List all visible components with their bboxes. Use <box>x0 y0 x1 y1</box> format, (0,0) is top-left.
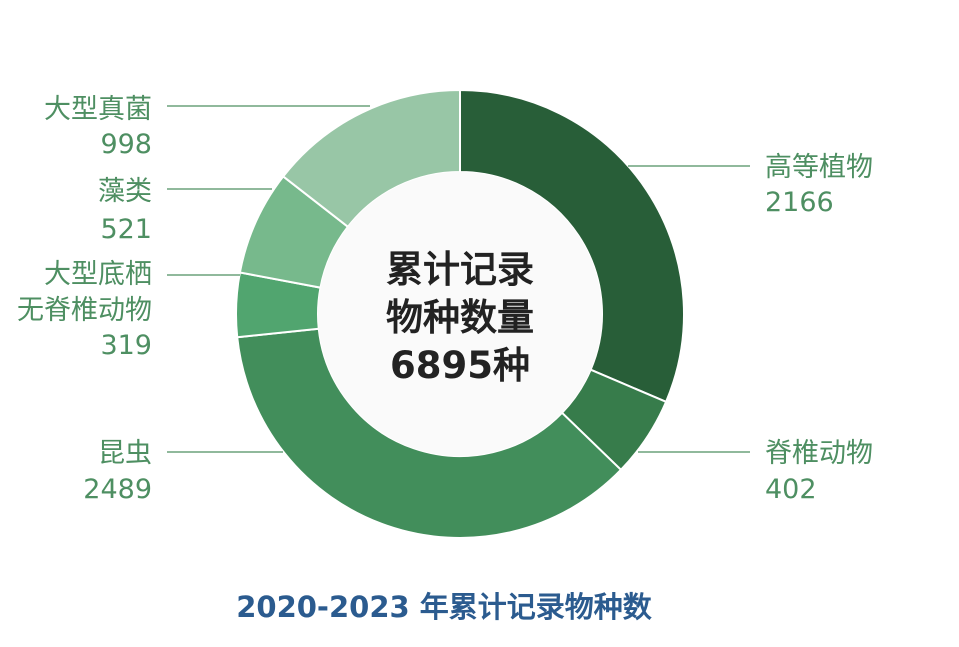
slice-value-5: 521 <box>100 214 152 245</box>
slice-value-3: 2489 <box>83 474 152 505</box>
center-label-total: 6895种 <box>390 344 530 387</box>
slice-value-1: 2166 <box>765 187 834 218</box>
slice-name-6: 大型真菌 <box>44 94 152 125</box>
chart-title: 2020-2023 年累计记录物种数 <box>236 590 653 624</box>
slice-name-3: 昆虫 <box>98 438 152 469</box>
slice-value-2: 402 <box>765 474 817 505</box>
slice-value-4: 319 <box>100 330 152 361</box>
center-label-line-2: 物种数量 <box>386 296 534 339</box>
slice-value-6: 998 <box>100 129 152 160</box>
slice-name-2: 脊椎动物 <box>765 438 873 469</box>
slice-name-1: 高等植物 <box>765 152 873 183</box>
slice-name-4: 大型底栖 <box>44 259 152 290</box>
slice-name-4: 无脊椎动物 <box>17 295 152 326</box>
leader-lines <box>167 105 750 453</box>
donut-center-hole <box>318 172 602 456</box>
center-label-line-1: 累计记录 <box>386 248 534 291</box>
slice-name-5: 藻类 <box>98 176 152 207</box>
